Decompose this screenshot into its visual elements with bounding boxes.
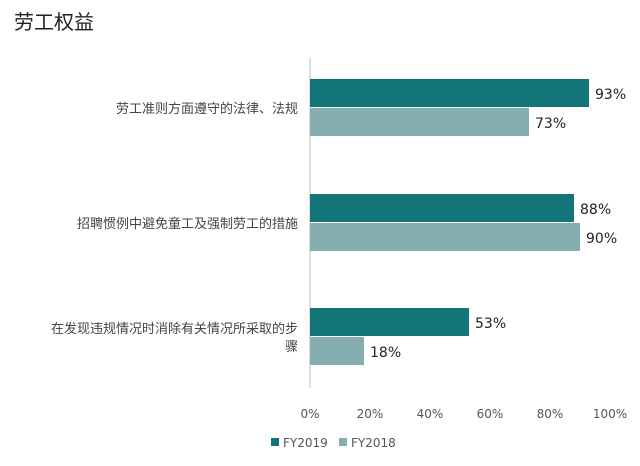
category-label: 劳工准则方面遵守的法律、法规 xyxy=(116,101,298,117)
x-tick-label: 60% xyxy=(477,407,504,421)
bar-fy2019 xyxy=(310,194,574,222)
bar-fy2018 xyxy=(310,223,580,251)
category-label: 招聘惯例中避免童工及强制劳工的措施 xyxy=(77,216,298,232)
bar-fy2019 xyxy=(310,79,589,107)
category-label: 骤 xyxy=(285,340,298,355)
legend-label: FY2019 xyxy=(283,436,328,450)
legend-label: FY2018 xyxy=(351,436,396,450)
x-tick-label: 80% xyxy=(537,407,564,421)
bar-fy2018 xyxy=(310,108,529,136)
bar-fy2018 xyxy=(310,337,364,365)
legend-swatch xyxy=(271,438,279,446)
x-tick-label: 0% xyxy=(300,407,319,421)
x-tick-label: 100% xyxy=(593,407,627,421)
data-label: 88% xyxy=(580,202,611,218)
data-label: 90% xyxy=(586,231,617,247)
data-label: 18% xyxy=(370,345,401,361)
data-label: 53% xyxy=(475,316,506,332)
data-label: 73% xyxy=(535,116,566,132)
bar-fy2019 xyxy=(310,308,469,336)
legend-swatch xyxy=(339,438,347,446)
x-tick-label: 40% xyxy=(417,407,444,421)
data-label: 93% xyxy=(595,87,626,103)
chart-title: 劳工权益 xyxy=(14,10,94,34)
x-tick-label: 20% xyxy=(357,407,384,421)
category-label: 在发现违规情况时消除有关情况所采取的步 xyxy=(51,321,298,337)
